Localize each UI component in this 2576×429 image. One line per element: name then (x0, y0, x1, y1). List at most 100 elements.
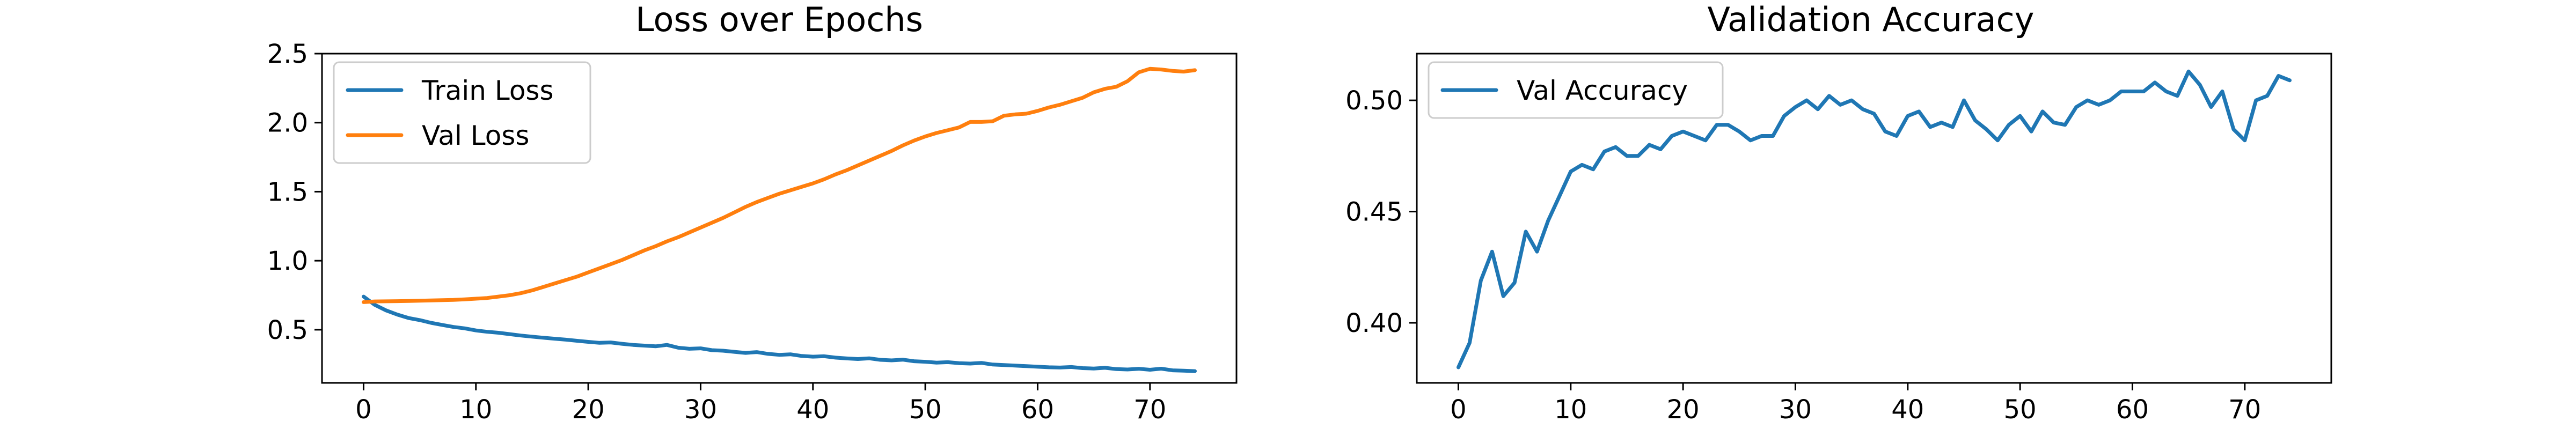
data-point-train-loss-16 (541, 336, 545, 339)
accuracy-x-tick-label-60: 60 (2116, 395, 2149, 425)
data-point-val-accuracy-73 (2277, 75, 2280, 78)
data-point-val-accuracy-14 (1614, 145, 1618, 149)
accuracy-legend-box (1428, 61, 1724, 119)
accuracy-x-tick-label-10: 10 (1554, 395, 1587, 425)
data-point-val-accuracy-47 (1985, 128, 1988, 131)
data-point-val-accuracy-15 (1626, 154, 1629, 158)
data-point-val-accuracy-50 (2018, 114, 2022, 117)
data-point-train-loss-1 (373, 304, 376, 307)
data-point-train-loss-55 (980, 361, 983, 365)
data-point-train-loss-35 (755, 351, 758, 354)
data-point-val-accuracy-27 (1760, 135, 1763, 138)
data-point-val-loss-47 (890, 150, 893, 153)
data-point-val-loss-54 (969, 120, 972, 123)
data-point-val-loss-4 (407, 299, 410, 302)
data-point-train-loss-53 (957, 361, 961, 365)
data-point-train-loss-37 (778, 353, 781, 357)
data-point-val-accuracy-8 (1547, 219, 1550, 222)
data-point-train-loss-51 (935, 361, 938, 364)
data-point-val-loss-51 (935, 131, 938, 135)
data-point-train-loss-47 (890, 359, 893, 362)
data-point-val-accuracy-64 (2176, 94, 2179, 98)
data-point-train-loss-20 (587, 341, 590, 344)
data-point-train-loss-49 (912, 360, 916, 363)
data-point-val-loss-25 (643, 249, 646, 252)
data-point-train-loss-32 (721, 349, 724, 352)
loss-y-tick-label-3: 2.0 (267, 108, 308, 138)
data-point-train-loss-25 (643, 344, 646, 347)
data-point-train-loss-59 (1025, 365, 1028, 368)
data-point-val-loss-49 (912, 139, 916, 142)
data-point-train-loss-45 (868, 357, 871, 360)
data-point-val-loss-38 (789, 189, 792, 192)
data-point-val-loss-56 (991, 120, 994, 123)
data-point-val-loss-6 (429, 299, 433, 302)
data-point-train-loss-17 (553, 337, 556, 341)
data-point-val-accuracy-37 (1872, 112, 1876, 115)
data-point-val-loss-50 (924, 135, 927, 138)
data-point-train-loss-68 (1126, 368, 1129, 371)
data-point-val-accuracy-44 (1951, 125, 1955, 129)
legend-label-val-accuracy: Val Accuracy (1517, 75, 1688, 106)
data-point-val-accuracy-13 (1603, 150, 1606, 153)
data-point-val-accuracy-38 (1884, 130, 1887, 133)
data-point-val-accuracy-4 (1502, 294, 1505, 298)
loss-x-tick-label-0: 0 (355, 395, 372, 425)
data-point-val-loss-14 (519, 292, 523, 295)
data-point-val-loss-53 (957, 126, 961, 129)
data-point-val-loss-41 (823, 177, 826, 181)
data-point-val-accuracy-59 (2120, 90, 2123, 93)
loss-x-tick-label-10: 10 (459, 395, 492, 425)
loss-plot-area (362, 66, 1197, 373)
data-point-val-loss-64 (1081, 96, 1084, 99)
data-point-val-accuracy-20 (1681, 130, 1685, 133)
accuracy-y-tick-label-2: 0.50 (1345, 86, 1403, 116)
data-point-val-loss-66 (1103, 87, 1107, 91)
data-point-train-loss-5 (418, 319, 421, 322)
loss-x-tick-label-40: 40 (796, 395, 829, 425)
data-point-val-accuracy-65 (2187, 70, 2190, 73)
data-point-train-loss-72 (1171, 369, 1174, 372)
data-point-val-accuracy-41 (1918, 110, 1921, 113)
data-point-train-loss-41 (823, 354, 826, 358)
data-point-val-accuracy-39 (1895, 135, 1898, 138)
data-point-train-loss-21 (598, 341, 601, 344)
data-point-train-loss-0 (362, 295, 365, 298)
data-point-val-loss-23 (620, 258, 624, 262)
data-point-val-accuracy-63 (2164, 90, 2168, 93)
data-point-val-accuracy-53 (2052, 121, 2055, 124)
loss-x-tick-label-50: 50 (909, 395, 942, 425)
data-point-val-accuracy-23 (1715, 123, 1718, 127)
data-point-val-loss-39 (800, 185, 803, 188)
data-point-val-accuracy-67 (2209, 106, 2213, 109)
data-point-val-accuracy-34 (1839, 103, 1842, 106)
data-point-val-loss-28 (677, 235, 680, 239)
data-point-train-loss-23 (620, 342, 624, 345)
data-point-val-accuracy-16 (1636, 154, 1640, 158)
series-line-val-loss (362, 66, 1197, 304)
data-point-train-loss-60 (1036, 365, 1040, 368)
data-point-val-loss-63 (1070, 100, 1073, 103)
data-point-val-loss-48 (901, 144, 904, 147)
data-point-train-loss-40 (811, 355, 815, 358)
data-point-val-accuracy-3 (1490, 250, 1494, 253)
data-point-train-loss-30 (699, 347, 702, 350)
data-point-val-loss-10 (474, 297, 478, 300)
data-point-val-loss-33 (733, 211, 736, 214)
data-point-val-accuracy-48 (1996, 139, 1999, 142)
data-point-val-accuracy-42 (1929, 125, 1932, 129)
data-point-train-loss-69 (1137, 367, 1140, 371)
data-point-val-loss-35 (755, 201, 758, 204)
data-point-val-loss-65 (1092, 91, 1095, 94)
data-point-val-accuracy-2 (1479, 279, 1482, 282)
data-point-val-loss-62 (1058, 103, 1062, 106)
data-point-train-loss-57 (1002, 364, 1006, 367)
loss-x-tick-label-20: 20 (572, 395, 605, 425)
accuracy-legend: Val Accuracy (1428, 61, 1724, 119)
data-point-train-loss-8 (452, 326, 455, 329)
data-point-val-loss-7 (441, 299, 444, 302)
data-point-val-accuracy-6 (1524, 230, 1527, 233)
data-point-train-loss-74 (1194, 369, 1197, 373)
loss-x-tick-label-60: 60 (1021, 395, 1054, 425)
data-point-val-loss-58 (1014, 113, 1017, 116)
